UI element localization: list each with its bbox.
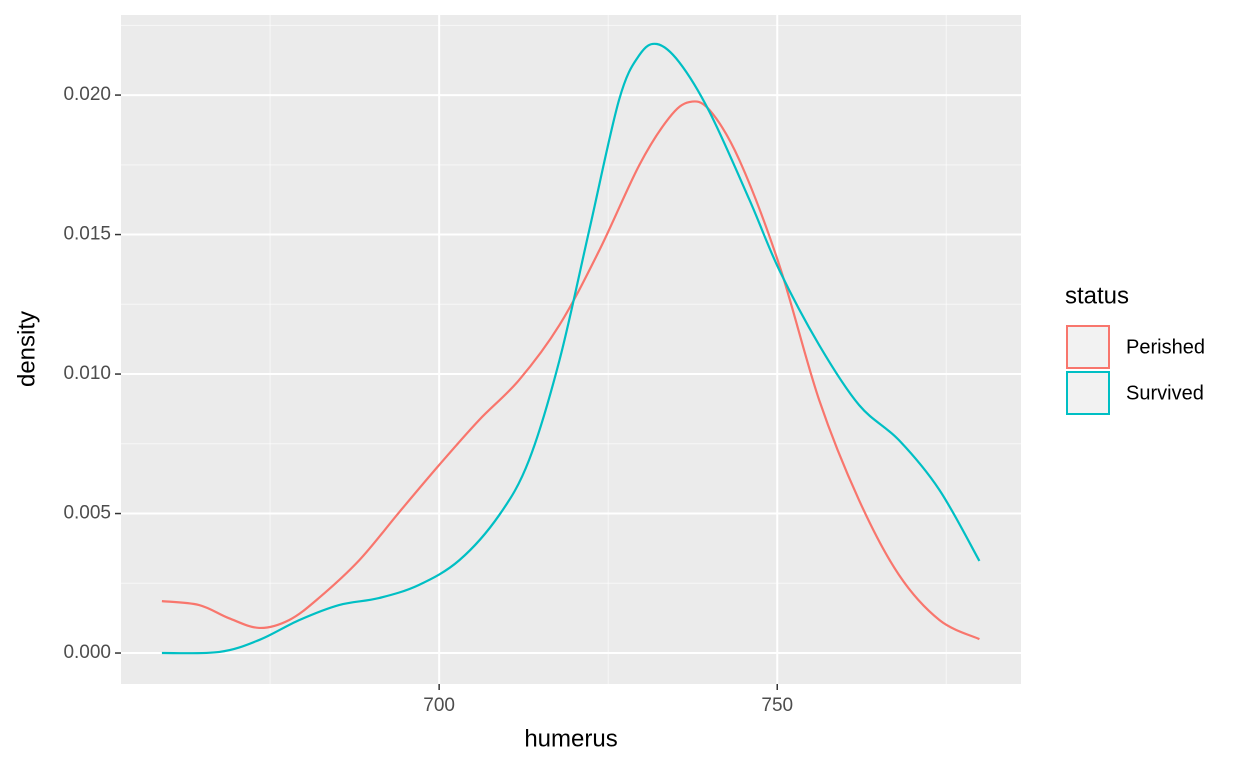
legend-label: Survived: [1126, 382, 1204, 404]
density-line: [161, 100, 980, 641]
legend-label: Perished: [1126, 336, 1205, 358]
y-tick-label: 0.015: [63, 224, 111, 245]
y-axis-title: density: [13, 311, 40, 387]
x-tick-label: 750: [761, 695, 793, 716]
y-tick-label: 0.010: [63, 363, 111, 384]
x-tick-label: 700: [423, 695, 455, 716]
x-axis-title: humerus: [524, 725, 617, 752]
y-tick-label: 0.000: [63, 642, 111, 663]
legend-key: [1066, 325, 1110, 369]
density-line: [161, 42, 981, 655]
legend-key: [1066, 371, 1110, 415]
y-tick-label: 0.020: [63, 84, 111, 105]
panel-background: [121, 15, 1021, 684]
y-tick-label: 0.005: [63, 503, 111, 524]
legend-title: status: [1065, 282, 1129, 309]
